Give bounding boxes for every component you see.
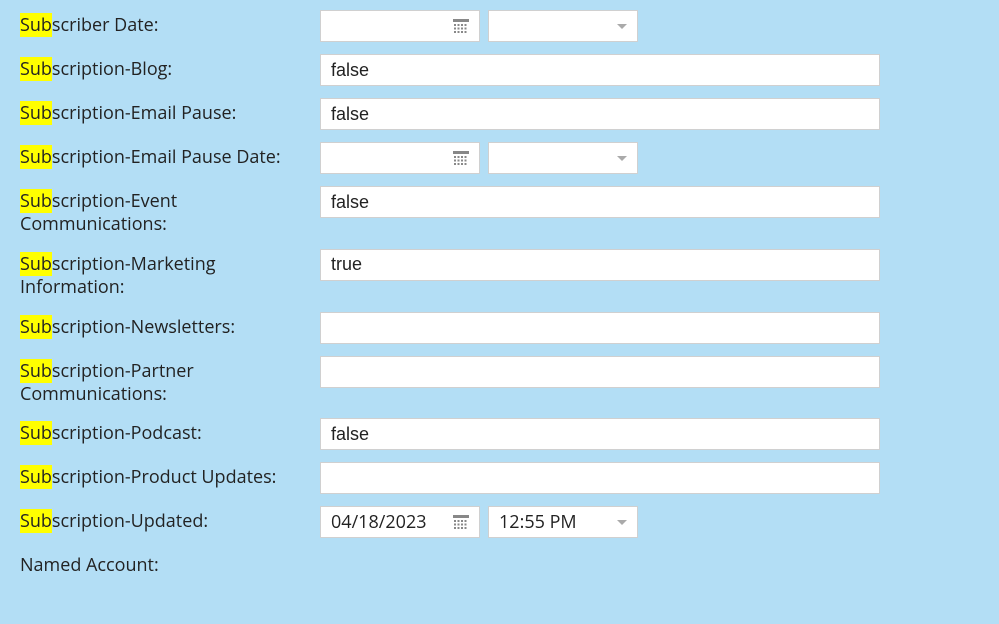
form-row-subscription-event-communications: Subscription-Event Communications:: [20, 186, 979, 237]
form-row-named-account: Named Account:: [20, 550, 979, 577]
field-cell-subscription-podcast: [320, 418, 979, 450]
label-subscriber-date: Subscriber Date:: [20, 10, 320, 37]
subscription-newsletters-input[interactable]: [320, 312, 880, 344]
label-subscription-podcast: Subscription-Podcast:: [20, 418, 320, 445]
subscription-partner-communications-input[interactable]: [320, 356, 880, 388]
chevron-down-icon[interactable]: [617, 24, 627, 29]
form-row-subscription-email-pause-date: Subscription-Email Pause Date:: [20, 142, 979, 174]
label-text: scription-Email Pause Date:: [52, 145, 281, 169]
form-row-subscriber-date: Subscriber Date:: [20, 10, 979, 42]
label-subscription-event-communications: Subscription-Event Communications:: [20, 186, 320, 237]
label-subscription-email-pause: Subscription-Email Pause:: [20, 98, 320, 125]
field-cell-subscription-email-pause: [320, 98, 979, 130]
label-highlight: Sub: [20, 421, 52, 445]
label-subscription-blog: Subscription-Blog:: [20, 54, 320, 81]
time-value: 12:55 PM: [499, 510, 617, 534]
subscriber-date-time-select[interactable]: [488, 10, 638, 42]
form-row-subscription-marketing-information: Subscription-Marketing Information:: [20, 249, 979, 300]
label-subscription-partner-communications: Subscription-Partner Communications:: [20, 356, 320, 407]
subscription-email-pause-date-date-input[interactable]: [320, 142, 480, 174]
label-highlight: Sub: [20, 252, 52, 276]
date-value: 04/18/2023: [331, 510, 453, 534]
subscription-blog-input[interactable]: [320, 54, 880, 86]
field-cell-subscription-email-pause-date: [320, 142, 979, 174]
label-highlight: Sub: [20, 101, 52, 125]
label-text: scription-Podcast:: [52, 421, 202, 445]
label-highlight: Sub: [20, 189, 52, 213]
subscription-updated-date-input[interactable]: 04/18/2023: [320, 506, 480, 538]
label-highlight: Sub: [20, 359, 52, 383]
subscription-podcast-input[interactable]: [320, 418, 880, 450]
subscription-email-pause-date-time-select[interactable]: [488, 142, 638, 174]
label-highlight: Sub: [20, 145, 52, 169]
label-subscription-product-updates: Subscription-Product Updates:: [20, 462, 320, 489]
label-text: scriber Date:: [52, 13, 159, 37]
subscription-product-updates-input[interactable]: [320, 462, 880, 494]
field-cell-subscription-blog: [320, 54, 979, 86]
chevron-down-icon[interactable]: [617, 520, 627, 525]
label-highlight: Sub: [20, 509, 52, 533]
label-highlight: Sub: [20, 465, 52, 489]
calendar-icon[interactable]: [453, 19, 469, 33]
label-highlight: Sub: [20, 13, 52, 37]
form-row-subscription-podcast: Subscription-Podcast:: [20, 418, 979, 450]
label-text: scription-Updated:: [52, 509, 208, 533]
field-cell-subscription-newsletters: [320, 312, 979, 344]
label-text: scription-Newsletters:: [52, 315, 235, 339]
subscription-updated-time-select[interactable]: 12:55 PM: [488, 506, 638, 538]
label-text: scription-Blog:: [52, 57, 172, 81]
label-highlight: Sub: [20, 315, 52, 339]
subscription-marketing-information-input[interactable]: [320, 249, 880, 281]
label-text: scription-Product Updates:: [52, 465, 277, 489]
field-cell-subscription-product-updates: [320, 462, 979, 494]
label-highlight: Sub: [20, 57, 52, 81]
calendar-icon[interactable]: [453, 151, 469, 165]
label-subscription-updated: Subscription-Updated:: [20, 506, 320, 533]
form-container: Subscriber Date:Subscription-Blog:Subscr…: [20, 10, 979, 578]
label-subscription-email-pause-date: Subscription-Email Pause Date:: [20, 142, 320, 169]
subscriber-date-date-input[interactable]: [320, 10, 480, 42]
form-row-subscription-updated: Subscription-Updated: 04/18/2023 12:55 PM: [20, 506, 979, 538]
form-row-subscription-partner-communications: Subscription-Partner Communications:: [20, 356, 979, 407]
label-subscription-newsletters: Subscription-Newsletters:: [20, 312, 320, 339]
form-row-subscription-blog: Subscription-Blog:: [20, 54, 979, 86]
label-text: scription-Email Pause:: [52, 101, 236, 125]
label-named-account: Named Account:: [20, 550, 320, 577]
form-row-subscription-email-pause: Subscription-Email Pause:: [20, 98, 979, 130]
form-row-subscription-newsletters: Subscription-Newsletters:: [20, 312, 979, 344]
subscription-email-pause-input[interactable]: [320, 98, 880, 130]
field-cell-subscription-partner-communications: [320, 356, 979, 388]
form-row-subscription-product-updates: Subscription-Product Updates:: [20, 462, 979, 494]
field-cell-subscription-event-communications: [320, 186, 979, 218]
label-text: Named Account:: [20, 553, 159, 577]
chevron-down-icon[interactable]: [617, 156, 627, 161]
field-cell-subscription-marketing-information: [320, 249, 979, 281]
field-cell-subscription-updated: 04/18/2023 12:55 PM: [320, 506, 979, 538]
calendar-icon[interactable]: [453, 515, 469, 529]
field-cell-subscriber-date: [320, 10, 979, 42]
subscription-event-communications-input[interactable]: [320, 186, 880, 218]
label-subscription-marketing-information: Subscription-Marketing Information:: [20, 249, 320, 300]
